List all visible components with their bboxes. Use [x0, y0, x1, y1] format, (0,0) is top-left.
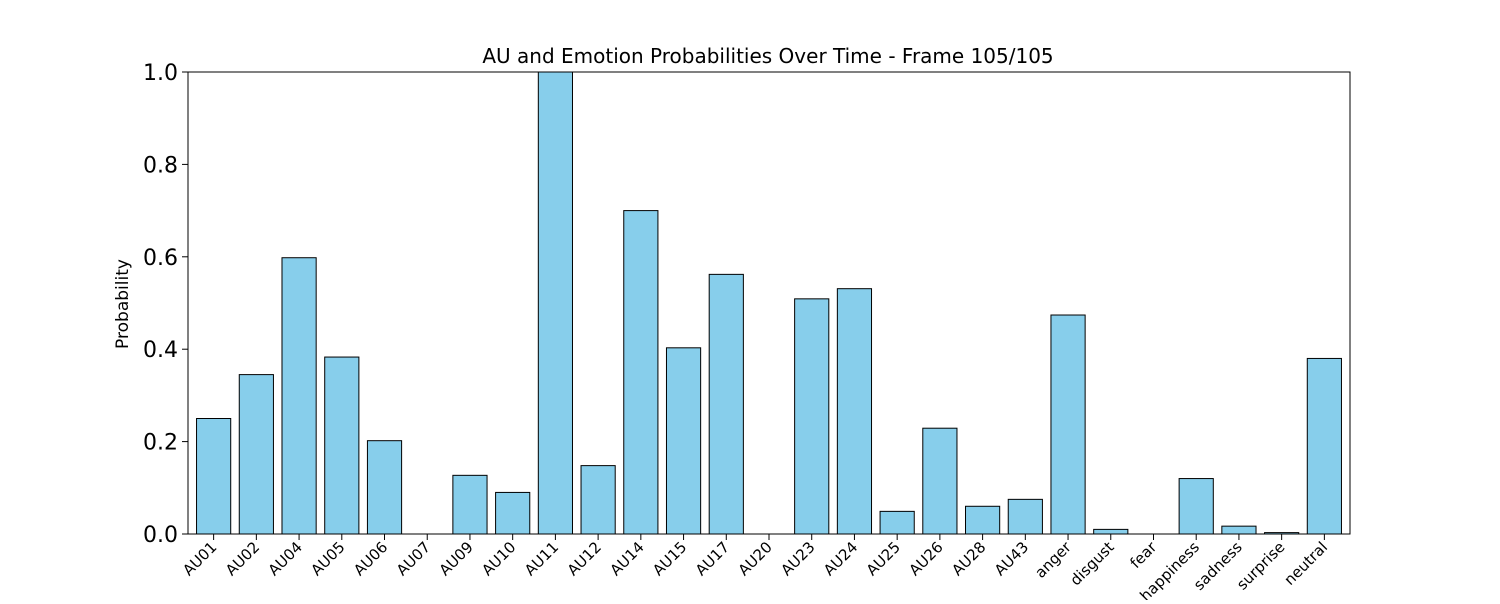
x-tick-label: AU11 [521, 538, 562, 579]
bar-AU14 [623, 210, 659, 535]
x-tick-label: AU04 [265, 538, 306, 579]
x-tick-label: AU02 [222, 538, 263, 579]
x-tick-label: AU17 [692, 538, 733, 579]
x-tick-label: fear [1126, 538, 1160, 572]
bar-AU12 [580, 465, 616, 535]
bar-AU28 [965, 505, 1001, 535]
x-tick-label: AU01 [179, 538, 220, 579]
y-tick-label: 0.0 [143, 523, 178, 548]
x-tick-label: AU10 [478, 538, 519, 579]
bar-AU23 [794, 298, 830, 535]
bar-AU11 [537, 71, 573, 535]
bar-AU01 [196, 418, 232, 535]
x-tick-label: AU14 [606, 538, 647, 579]
bar-anger [1050, 314, 1086, 535]
bar-AU15 [665, 347, 702, 535]
y-axis-label: Probability [113, 259, 133, 349]
bar-AU26 [922, 427, 958, 535]
y-tick-label: 0.6 [143, 246, 178, 271]
y-tick-label: 0.4 [143, 338, 178, 363]
x-axis-ticks: AU01 AU02 AU04 AU05 AU06 AU07 AU09 AU10 AU11 AU12… [179, 534, 1332, 604]
bar-disgust [1093, 528, 1129, 535]
x-tick-label: AU09 [436, 538, 477, 579]
y-tick-label: 1.0 [143, 61, 178, 86]
bars [196, 71, 1342, 535]
bar-AU04 [281, 257, 317, 535]
x-tick-label: AU06 [350, 538, 391, 579]
bar-sadness [1221, 525, 1257, 535]
x-tick-label: AU12 [564, 538, 605, 579]
bar-happiness [1178, 478, 1214, 535]
x-tick-label: AU24 [820, 538, 861, 579]
y-tick-label: 0.8 [143, 153, 178, 178]
x-tick-label: AU43 [991, 538, 1032, 579]
x-tick-label: surprise [1233, 538, 1288, 593]
plot-area-frame [187, 71, 1351, 535]
bar-AU06 [366, 440, 403, 535]
bar-AU43 [1007, 498, 1043, 535]
x-tick-label: AU28 [948, 538, 989, 579]
x-tick-label: AU25 [863, 538, 904, 579]
bar-AU09 [452, 474, 488, 535]
x-tick-label: AU15 [649, 538, 690, 579]
y-tick-label: 0.2 [143, 431, 178, 456]
x-tick-label: AU23 [777, 538, 818, 579]
bar-AU02 [238, 374, 274, 535]
x-tick-label: AU26 [905, 538, 946, 579]
bar-neutral [1306, 357, 1342, 535]
x-tick-label: neutral [1281, 538, 1332, 589]
x-tick-label: AU07 [393, 538, 434, 579]
bar-AU05 [324, 356, 360, 535]
y-axis-ticks: 0.0 0.2 0.4 0.6 0.8 1.0 [143, 61, 188, 548]
x-tick-label: disgust [1067, 538, 1118, 589]
bar-AU10 [495, 491, 531, 535]
bar-AU25 [879, 510, 915, 535]
chart-title: AU and Emotion Probabilities Over Time -… [482, 44, 1053, 68]
x-tick-label: AU20 [735, 538, 776, 579]
x-tick-label: AU05 [307, 538, 348, 579]
bar-AU17 [708, 273, 744, 535]
bar-AU24 [836, 288, 873, 535]
